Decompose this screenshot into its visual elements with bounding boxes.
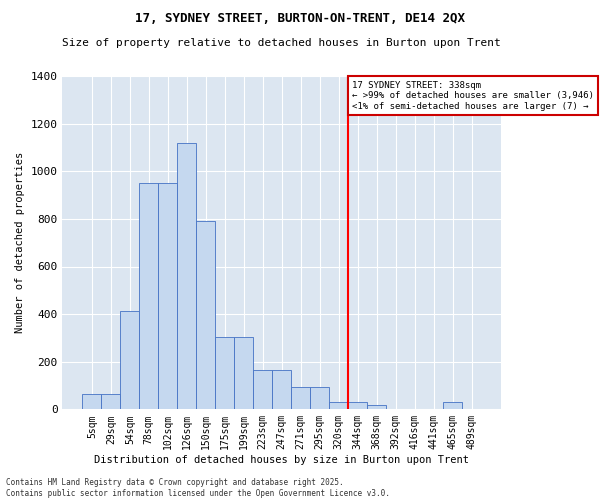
Bar: [215, 336, 234, 409]
Bar: [367, 405, 386, 409]
Bar: [329, 402, 348, 409]
Bar: [253, 370, 272, 410]
Bar: [158, 183, 178, 410]
Title: Size of property relative to detached houses in Burton upon Trent: Size of property relative to detached ho…: [62, 38, 501, 48]
Bar: [139, 183, 158, 410]
Bar: [272, 370, 291, 410]
Bar: [121, 310, 139, 410]
Bar: [348, 402, 367, 409]
Bar: [178, 142, 196, 410]
X-axis label: Distribution of detached houses by size in Burton upon Trent: Distribution of detached houses by size …: [94, 455, 469, 465]
Bar: [101, 394, 121, 409]
Text: Contains HM Land Registry data © Crown copyright and database right 2025.
Contai: Contains HM Land Registry data © Crown c…: [6, 478, 390, 498]
Bar: [310, 386, 329, 409]
Text: 17, SYDNEY STREET, BURTON-ON-TRENT, DE14 2QX: 17, SYDNEY STREET, BURTON-ON-TRENT, DE14…: [135, 12, 465, 26]
Y-axis label: Number of detached properties: Number of detached properties: [15, 152, 25, 334]
Bar: [234, 336, 253, 409]
Text: 17 SYDNEY STREET: 338sqm
← >99% of detached houses are smaller (3,946)
<1% of se: 17 SYDNEY STREET: 338sqm ← >99% of detac…: [352, 81, 594, 110]
Bar: [196, 222, 215, 410]
Bar: [291, 386, 310, 409]
Bar: [443, 402, 462, 409]
Bar: [82, 394, 101, 409]
